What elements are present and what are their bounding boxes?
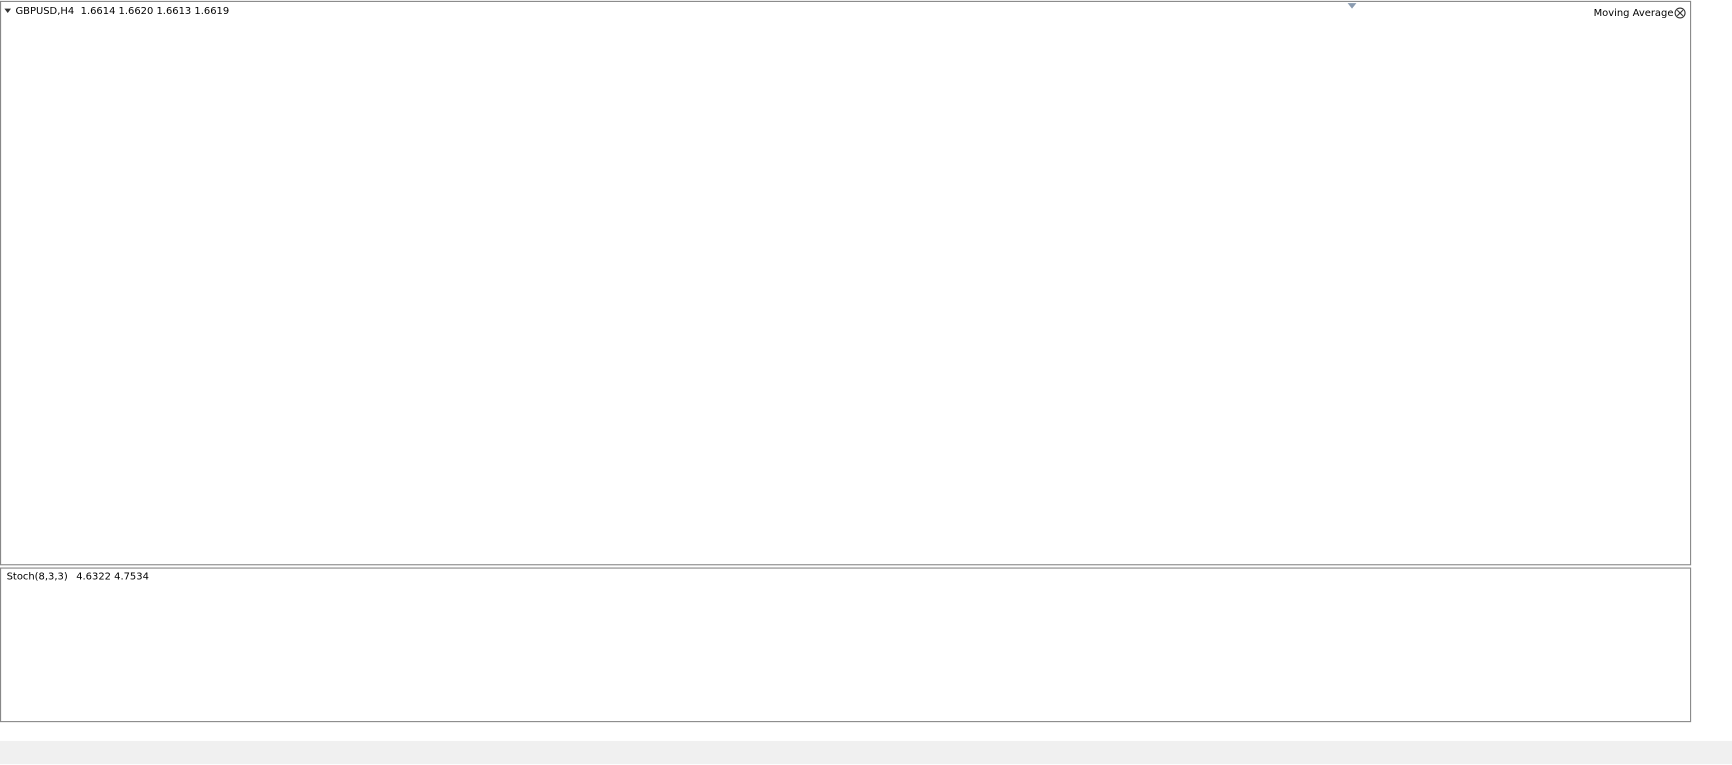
- chart-title: GBPUSD,H4: [15, 6, 74, 17]
- indicator-label: Moving Average: [1594, 8, 1674, 19]
- stoch-values: 4.6322 4.7534: [76, 571, 149, 582]
- tab-bar: [0, 740, 1732, 765]
- menu-arrow[interactable]: [4, 8, 12, 14]
- header-values: 1.6614 1.6620 1.6613 1.6619: [81, 6, 230, 17]
- stoch-panel: [0, 567, 1692, 723]
- indicator-close-x[interactable]: [1676, 9, 1684, 17]
- stoch-title: Stoch(8,3,3): [7, 571, 68, 582]
- main-panel: [0, 0, 1692, 566]
- shift-marker[interactable]: [1347, 3, 1357, 9]
- indicator-close[interactable]: [1674, 7, 1686, 19]
